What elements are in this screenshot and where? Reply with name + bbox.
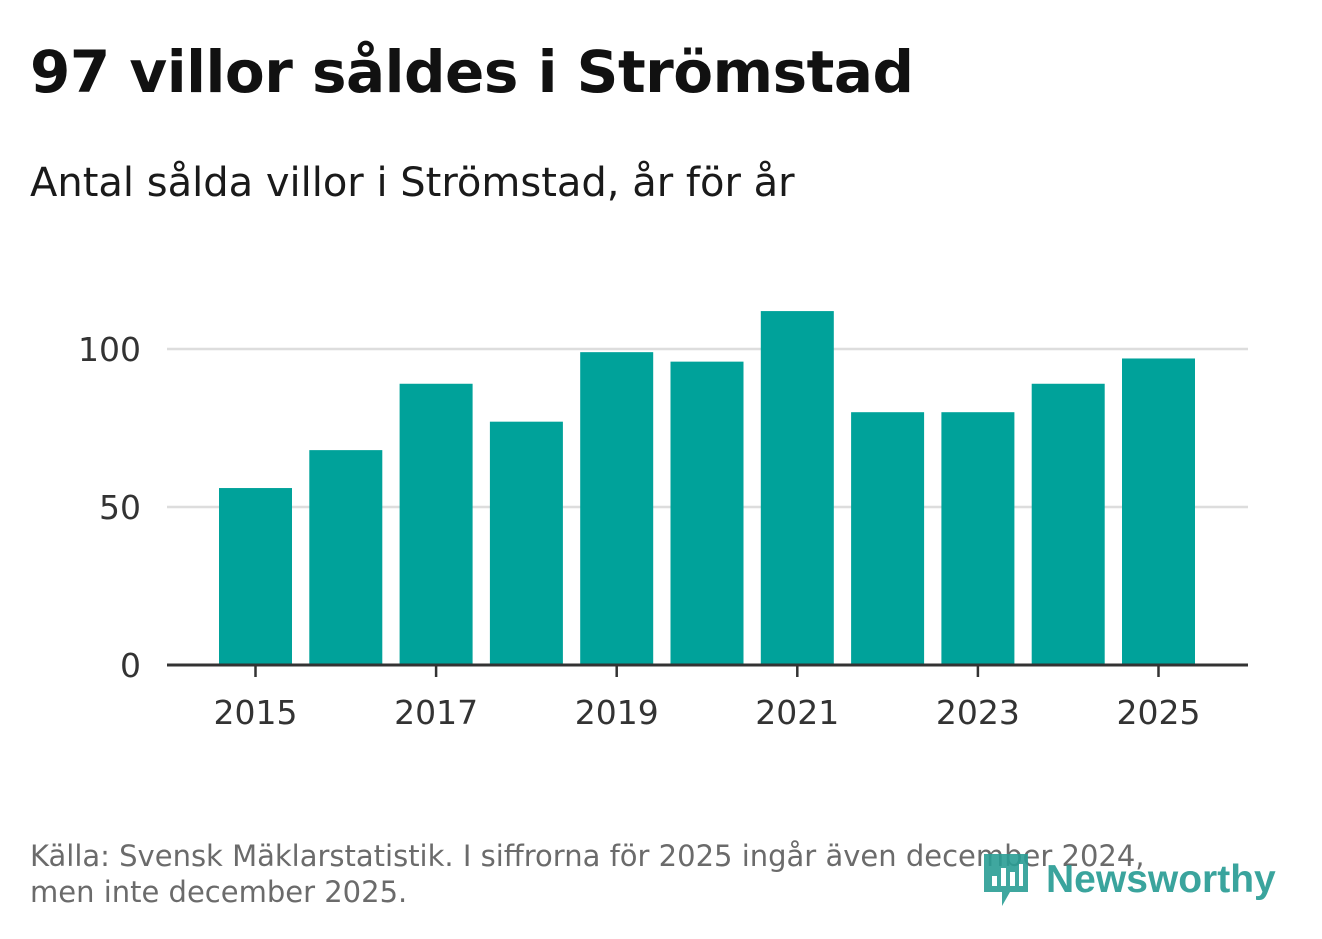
y-tick-label-50: 50 [99, 488, 141, 527]
bar-2023 [941, 412, 1015, 665]
x-tick-label-2019: 2019 [575, 693, 659, 732]
bar-2024 [1031, 383, 1105, 665]
x-tick-label-2015: 2015 [214, 693, 298, 732]
bar-2020 [670, 361, 744, 665]
source-line-1: Källa: Svensk Mäklarstatistik. I siffror… [30, 839, 1145, 873]
y-tick-label-100: 100 [78, 330, 141, 369]
source-line-2: men inte december 2025. [30, 875, 408, 909]
axes [167, 663, 1248, 677]
bar-2022 [851, 412, 925, 665]
bar-2017 [399, 383, 473, 665]
newsworthy-logo[interactable]: Newsworthy [980, 850, 1276, 910]
tick-labels: 0 50 100 2015 2017 2019 2021 2023 2025 [78, 330, 1200, 732]
bar-2019 [580, 352, 654, 665]
bars [219, 311, 1195, 665]
brand-name: Newsworthy [1046, 858, 1276, 901]
x-tick-label-2017: 2017 [394, 693, 478, 732]
bar-2018 [489, 421, 563, 665]
x-tick-label-2021: 2021 [755, 693, 839, 732]
source-note: Källa: Svensk Mäklarstatistik. I siffror… [30, 838, 1230, 910]
bar-2025 [1122, 358, 1195, 665]
chart-title: 97 villor såldes i Strömstad [30, 38, 914, 106]
newsworthy-logo-icon [984, 854, 1028, 906]
bar-2021 [760, 311, 834, 665]
y-tick-label-0: 0 [120, 646, 141, 685]
x-tick-label-2023: 2023 [936, 693, 1020, 732]
bar-2016 [309, 450, 383, 665]
chart-subtitle: Antal sålda villor i Strömstad, år för å… [30, 160, 795, 206]
x-tick-label-2025: 2025 [1117, 693, 1201, 732]
bar-2015 [219, 488, 292, 665]
